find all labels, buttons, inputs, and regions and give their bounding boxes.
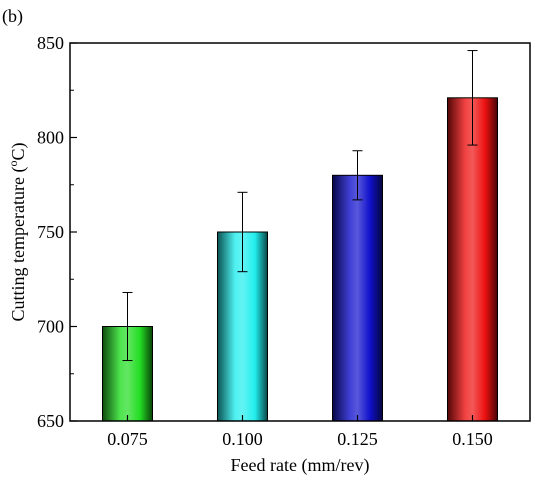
x-axis-title: Feed rate (mm/rev): [231, 455, 370, 476]
bars-group: [102, 97, 498, 422]
y-axis-title-main: Cutting temperature (: [8, 167, 29, 322]
error-bar-0.100: [237, 191, 248, 273]
y-axis-title-unit: C): [8, 143, 29, 161]
y-axis-title-degree: o: [6, 161, 20, 167]
x-tick-label: 0.100: [222, 429, 263, 449]
panel-label: (b): [2, 6, 23, 27]
y-tick-label: 750: [37, 222, 64, 242]
y-tick-label: 800: [37, 128, 64, 148]
bar-0.125: [332, 174, 383, 422]
error-bar-0.075: [122, 291, 133, 362]
y-axis-title: Cutting temperature (oC): [6, 143, 29, 322]
error-bar-0.150: [467, 50, 478, 146]
y-tick-label: 700: [37, 317, 64, 337]
x-tick-label: 0.075: [107, 429, 148, 449]
x-tick-label: 0.125: [337, 429, 378, 449]
bar-0.150: [447, 97, 498, 422]
y-axis-ticks: 650 700 750 800 850: [37, 33, 77, 431]
error-bars-group: [122, 50, 478, 362]
x-tick-label: 0.150: [452, 429, 493, 449]
error-bar-0.125: [352, 150, 363, 201]
y-tick-label: 850: [37, 33, 64, 53]
y-tick-label: 650: [37, 411, 64, 431]
x-axis-ticks: 0.075 0.100 0.125 0.150: [107, 415, 493, 449]
